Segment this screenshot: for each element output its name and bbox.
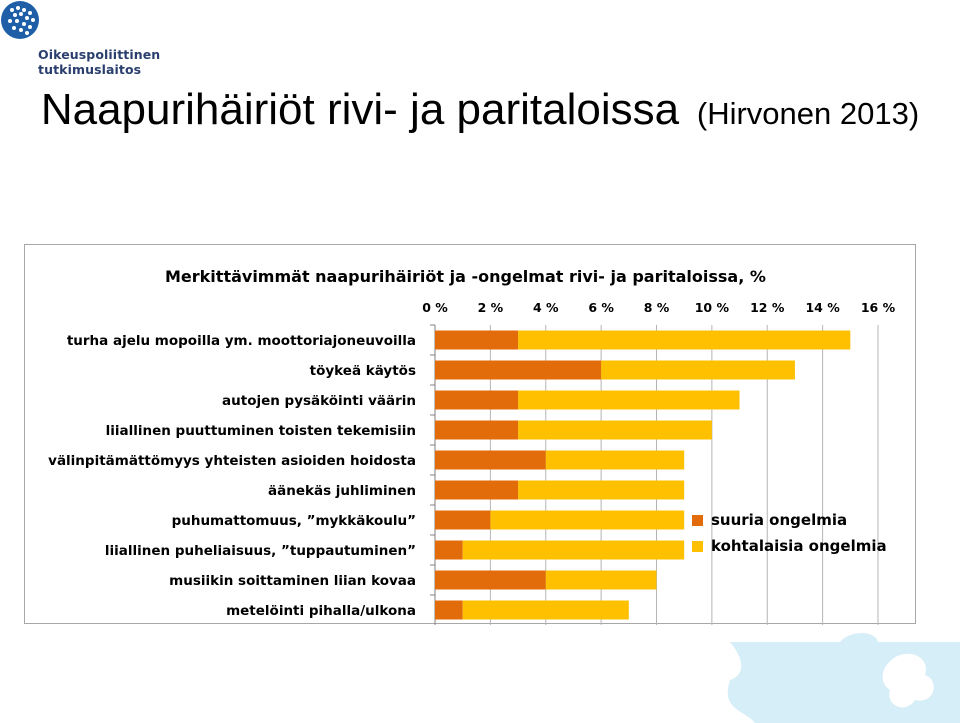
chart-frame: Merkittävimmät naapurihäiriöt ja -ongelm… <box>24 244 916 625</box>
bar-suuria <box>435 600 463 620</box>
bar-suuria <box>435 570 546 590</box>
bar-suuria <box>435 390 519 410</box>
category-label: töykeä käytös <box>310 363 416 379</box>
x-tick-label: 16 % <box>861 300 896 315</box>
category-label: välinpitämättömyys yhteisten asioiden ho… <box>48 453 416 469</box>
category-label: liiallinen puuttuminen toisten tekemisii… <box>106 423 416 439</box>
bar-kohtalaisia <box>462 540 685 560</box>
logo-dots-icon <box>8 6 35 35</box>
x-tick-label: 14 % <box>805 300 840 315</box>
category-label: metelöinti pihalla/ulkona <box>226 603 416 619</box>
slide-title-citation: (Hirvonen 2013) <box>696 96 920 131</box>
x-tick-label: 0 % <box>422 300 448 315</box>
x-tick-label: 8 % <box>644 300 670 315</box>
chart-title: Merkittävimmät naapurihäiriöt ja -ongelm… <box>165 267 766 286</box>
bar-suuria <box>435 480 519 500</box>
chart-canvas: Merkittävimmät naapurihäiriöt ja -ongelm… <box>48 267 896 625</box>
category-label: äänekäs juhliminen <box>268 483 416 499</box>
x-tick-label: 4 % <box>533 300 559 315</box>
category-label: turha ajelu mopoilla ym. moottoriajoneuv… <box>67 333 416 349</box>
bar-kohtalaisia <box>545 570 657 590</box>
x-tick-label: 6 % <box>588 300 614 315</box>
bar-kohtalaisia <box>518 390 740 410</box>
bar-kohtalaisia <box>545 450 685 470</box>
legend-swatch <box>692 541 703 552</box>
category-label: puhumattomuus, ”mykkäkoulu” <box>172 513 416 529</box>
bar-kohtalaisia <box>518 480 685 500</box>
logo-name-line2: tutkimuslaitos <box>38 62 142 77</box>
slide-title-main: Naapurihäiriöt rivi- ja paritaloissa <box>40 85 680 134</box>
bar-kohtalaisia <box>601 360 795 380</box>
bar-suuria <box>435 450 546 470</box>
bar-kohtalaisia <box>518 420 712 440</box>
legend-label: kohtalaisia ongelmia <box>711 537 887 555</box>
x-tick-label: 12 % <box>750 300 785 315</box>
legend-label: suuria ongelmia <box>711 511 847 529</box>
bar-suuria <box>435 420 519 440</box>
bar-suuria <box>435 330 519 350</box>
x-tick-label: 10 % <box>695 300 730 315</box>
institute-logo <box>1 1 39 39</box>
bar-suuria <box>435 540 463 560</box>
puzzle-decoration-icon <box>727 633 960 723</box>
bar-suuria <box>435 510 491 530</box>
bar-suuria <box>435 360 602 380</box>
x-tick-label: 2 % <box>478 300 504 315</box>
legend-swatch <box>692 515 703 526</box>
category-label: autojen pysäköinti väärin <box>222 393 416 409</box>
bar-kohtalaisia <box>490 510 685 530</box>
logo-name-line1: Oikeuspoliittinen <box>38 47 161 62</box>
bar-kohtalaisia <box>462 600 629 620</box>
category-label: musiikin soittaminen liian kovaa <box>169 573 416 589</box>
category-label: liiallinen puheliaisuus, ”tuppautuminen” <box>105 543 416 559</box>
bar-kohtalaisia <box>518 330 851 350</box>
slide-title: Naapurihäiriöt rivi- ja paritaloissa (Hi… <box>0 86 960 138</box>
